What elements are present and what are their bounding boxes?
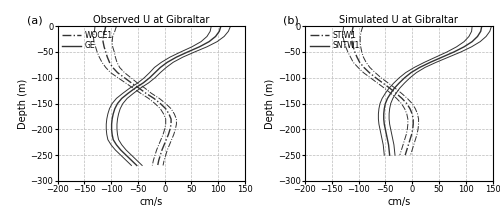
Legend: WOCE1, GE: WOCE1, GE (62, 30, 114, 51)
Text: (b): (b) (282, 15, 298, 25)
X-axis label: cm/s: cm/s (387, 197, 410, 207)
X-axis label: cm/s: cm/s (140, 197, 163, 207)
Y-axis label: Depth (m): Depth (m) (265, 78, 275, 129)
Title: Observed U at Gibraltar: Observed U at Gibraltar (93, 15, 210, 25)
Title: Simulated U at Gibraltar: Simulated U at Gibraltar (340, 15, 458, 25)
Text: (a): (a) (28, 15, 43, 25)
Legend: STIW1, SNTW1: STIW1, SNTW1 (309, 30, 360, 51)
Y-axis label: Depth (m): Depth (m) (18, 78, 28, 129)
